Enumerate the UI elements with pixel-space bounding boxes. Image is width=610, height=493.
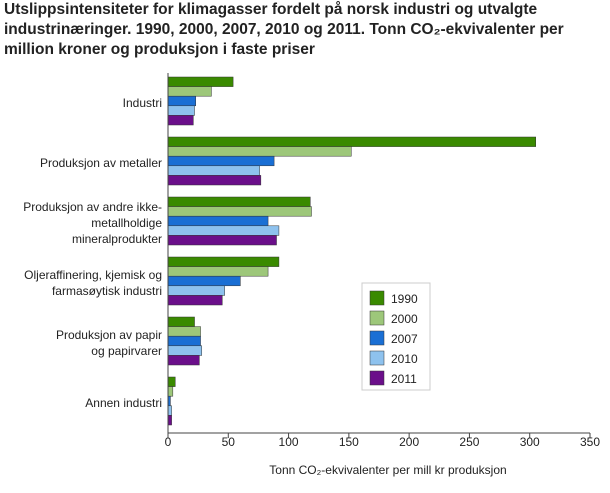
x-tick-label: 0 — [165, 435, 172, 449]
bar — [167, 316, 195, 327]
x-tick-label: 150 — [339, 435, 359, 449]
bar — [167, 285, 225, 296]
y-tick-label: Produksjon av andre ikke-metallholdige mi… — [23, 200, 162, 246]
legend-label: 2010 — [391, 352, 418, 366]
bar — [167, 235, 277, 246]
bar — [167, 415, 172, 426]
bar — [167, 386, 174, 397]
legend-swatch — [369, 370, 385, 386]
legend-swatch — [369, 290, 385, 306]
y-tick-label: Annen industri — [85, 396, 162, 410]
bar — [167, 376, 176, 387]
legend-swatch — [369, 330, 385, 346]
bar — [167, 405, 172, 416]
x-tick-label: 50 — [222, 435, 236, 449]
x-tick-label: 300 — [520, 435, 540, 449]
legend-swatch — [369, 310, 385, 326]
bar — [167, 86, 212, 97]
bar — [167, 295, 223, 306]
legend-label: 2000 — [391, 312, 418, 326]
x-tick-label: 100 — [279, 435, 299, 449]
bar — [167, 105, 195, 116]
bar — [167, 266, 269, 277]
legend-swatch — [369, 350, 385, 366]
chart-title: Utslippsintensiteter for klimagasser for… — [4, 1, 564, 58]
bar — [167, 136, 536, 147]
bar — [167, 155, 275, 167]
bar — [167, 335, 201, 347]
bar — [167, 345, 203, 356]
y-tick-label: Produksjon av papir og papirvarer — [56, 328, 162, 358]
x-axis-label: Tonn CO₂-ekvivalenter per mill kr produk… — [269, 463, 506, 477]
x-tick-label: 200 — [399, 435, 419, 449]
x-tick-label: 350 — [580, 435, 600, 449]
bar — [167, 326, 201, 337]
bar — [167, 206, 312, 217]
bar — [167, 95, 196, 107]
bar — [167, 225, 280, 236]
y-tick-label: Produksjon av metaller — [40, 156, 162, 170]
bar — [167, 165, 260, 176]
bar — [167, 115, 194, 126]
bar — [167, 275, 241, 287]
bar — [167, 256, 280, 267]
bar — [167, 215, 269, 227]
legend-label: 1990 — [391, 292, 418, 306]
legend-label: 2007 — [391, 332, 418, 346]
y-tick-label: Oljeraffinering, kjemisk og farmasøytisk … — [24, 268, 162, 298]
x-tick-label: 250 — [459, 435, 479, 449]
bar — [167, 355, 200, 366]
bar — [167, 146, 352, 157]
y-tick-label: Industri — [123, 96, 162, 110]
bar — [167, 196, 311, 207]
bar — [167, 76, 234, 87]
legend-label: 2011 — [391, 372, 417, 386]
bar — [167, 175, 262, 186]
